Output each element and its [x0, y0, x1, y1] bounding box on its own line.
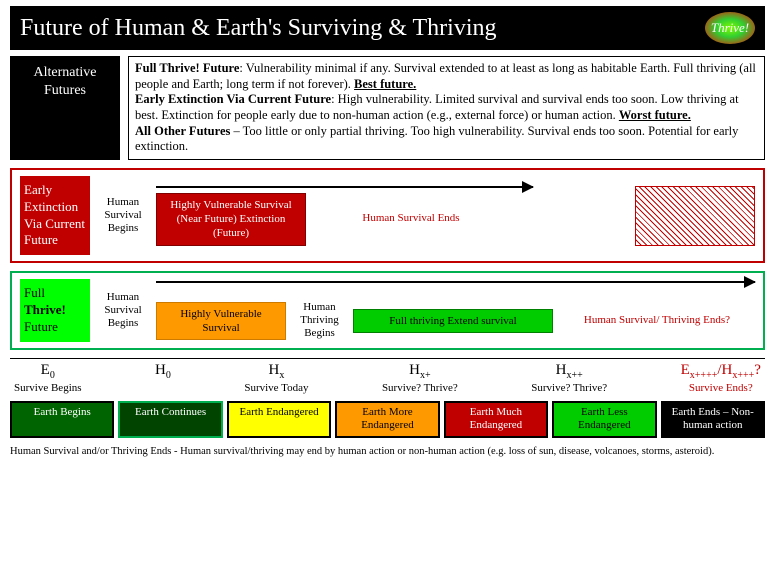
earth-status-box: Earth Continues — [118, 401, 222, 437]
time-axis: E0Survive Begins H0 HxSurvive Today Hx+Surv… — [10, 358, 765, 395]
scenario1-timeline: Highly Vulnerable Survival (Near Future)… — [156, 186, 627, 246]
scenario1-arrow — [156, 186, 533, 188]
axis-tick: Hx++Survive? Thrive? — [531, 361, 607, 395]
scenario2-ends: Human Survival/ Thriving Ends? — [559, 314, 755, 327]
scenario2-l2: Thrive! — [24, 302, 66, 317]
scenario2-begins: Human Survival Begins — [98, 291, 148, 331]
footnote: Human Survival and/or Thriving Ends - Hu… — [10, 446, 765, 457]
header-bar: Future of Human & Earth's Surviving & Th… — [10, 6, 765, 50]
scenario2-l3: Future — [24, 319, 58, 334]
axis-tick: Hx+Survive? Thrive? — [382, 361, 458, 395]
axis-tick: H0 — [155, 361, 171, 395]
scenario2-mid: Human Thriving Begins — [292, 301, 347, 341]
scenario-early-extinction: Early Extinction Via Current Future Huma… — [10, 168, 765, 264]
desc-p1-bold: Full Thrive! Future — [135, 61, 239, 75]
description-box: Full Thrive! Future: Vulnerability minim… — [128, 56, 765, 160]
earth-status-row: Earth BeginsEarth ContinuesEarth Endange… — [10, 401, 765, 437]
earth-status-box: Earth Less Endangered — [552, 401, 656, 437]
axis-tick: E0Survive Begins — [14, 361, 82, 395]
scenario-full-thrive: Full Thrive! Future Human Survival Begin… — [10, 271, 765, 350]
scenario2-l1: Full — [24, 285, 45, 300]
scenario1-ends: Human Survival Ends — [336, 212, 486, 225]
scenario2-timeline: Highly Vulnerable Survival Human Thrivin… — [156, 281, 755, 341]
scenario2-phase1: Highly Vulnerable Survival — [156, 302, 286, 341]
intro-row: Alternative Futures Full Thrive! Future:… — [10, 56, 765, 160]
thrive-logo: Thrive! — [705, 12, 755, 44]
scenario2-label: Full Thrive! Future — [20, 279, 90, 342]
page-title: Future of Human & Earth's Surviving & Th… — [20, 15, 497, 42]
alternative-futures-label: Alternative Futures — [10, 56, 120, 160]
axis-tick: HxSurvive Today — [244, 361, 308, 395]
earth-status-box: Earth More Endangered — [335, 401, 439, 437]
scenario1-hatched — [635, 186, 755, 246]
scenario1-label: Early Extinction Via Current Future — [20, 176, 90, 256]
earth-status-box: Earth Ends – Non-human action — [661, 401, 765, 437]
desc-p3-bold: All Other Futures — [135, 124, 230, 138]
scenario2-arrow — [156, 281, 755, 283]
scenario1-begins: Human Survival Begins — [98, 196, 148, 236]
desc-p2-bold: Early Extinction Via Current Future — [135, 92, 331, 106]
scenario2-phase2: Full thriving Extend survival — [353, 309, 553, 333]
desc-p1-end: Best future. — [354, 77, 416, 91]
earth-status-box: Earth Endangered — [227, 401, 331, 437]
desc-p2-end: Worst future. — [619, 108, 691, 122]
scenario1-phase1: Highly Vulnerable Survival (Near Future)… — [156, 193, 306, 246]
earth-status-box: Earth Much Endangered — [444, 401, 548, 437]
axis-tick: Ex++++/Hx+++?Survive Ends? — [681, 361, 761, 395]
earth-status-box: Earth Begins — [10, 401, 114, 437]
